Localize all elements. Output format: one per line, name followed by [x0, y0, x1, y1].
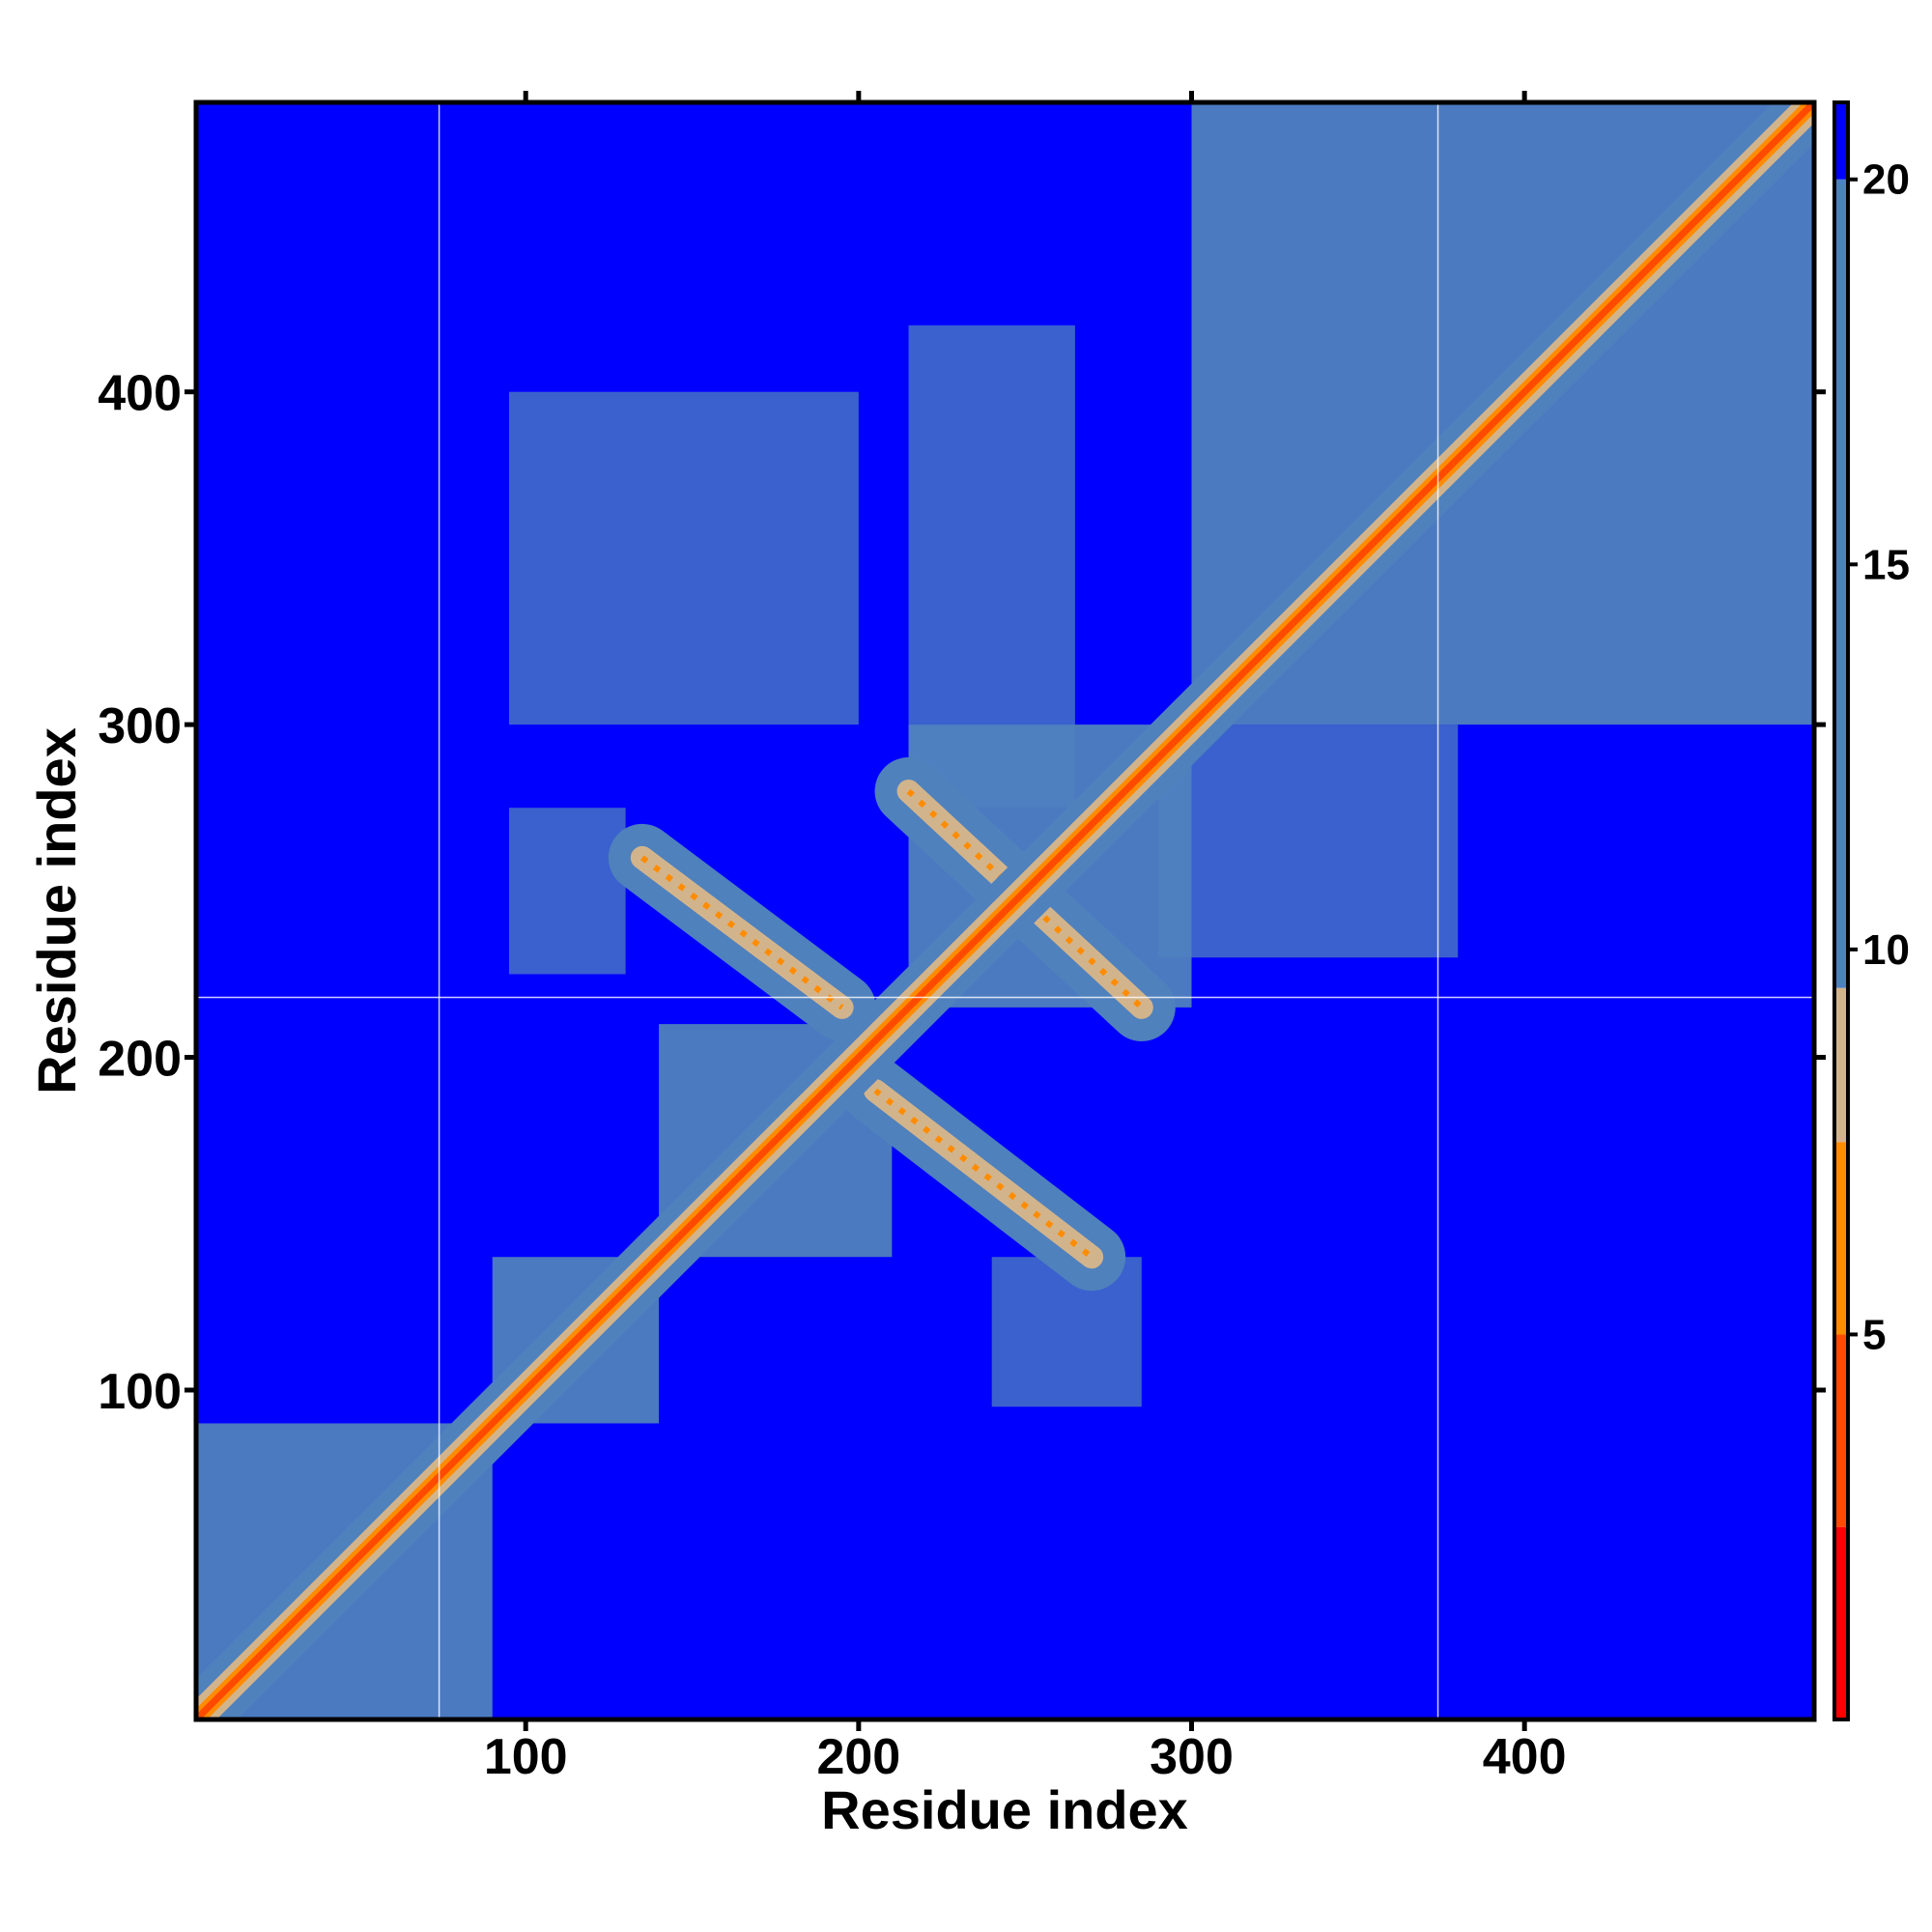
scatter-patches — [508, 325, 1459, 1407]
x-tick-label: 100 — [484, 1729, 568, 1785]
contact-patch — [508, 391, 859, 725]
x-tick-label: 300 — [1150, 1729, 1234, 1785]
colorbar-segment — [1834, 987, 1848, 1143]
plot-frame — [193, 99, 1817, 1722]
colorbar-ticks: 5 10 15 20 — [1848, 156, 1910, 1358]
colorbar-tick-label: 10 — [1862, 926, 1910, 974]
colorbar-tick-label: 15 — [1862, 541, 1910, 588]
contact-patch — [908, 325, 1075, 809]
y-tick-label: 100 — [98, 1364, 182, 1420]
colorbar-frame — [1833, 100, 1850, 1721]
cross-band-core — [640, 855, 844, 1010]
y-tick-label: 300 — [98, 698, 182, 754]
y-tick-label: 200 — [98, 1032, 182, 1088]
contact-patch — [508, 808, 626, 975]
x-tick-label: 400 — [1483, 1729, 1567, 1785]
x-axis-title: Residue index — [821, 1779, 1188, 1840]
reference-lines — [196, 102, 1814, 1719]
colorbar-segment — [1834, 102, 1848, 180]
colorbar-segment — [1834, 1334, 1848, 1527]
x-axis-ticks: 100 200 300 400 — [484, 91, 1567, 1785]
diagonal-band — [196, 102, 1814, 1719]
colorbar-segment — [1834, 179, 1848, 988]
y-tick-label: 400 — [98, 366, 182, 422]
colorbar-segment — [1834, 1526, 1848, 1719]
heatmap-area — [196, 102, 1814, 1719]
colorbar-segment — [1834, 1142, 1848, 1335]
y-axis-ticks: 100 200 300 400 — [98, 366, 1826, 1420]
colorbar: 5 10 15 20 — [1833, 100, 1910, 1721]
contact-patch — [1158, 724, 1459, 958]
diagonal-core — [196, 102, 1814, 1719]
y-axis-title: Residue index — [26, 727, 87, 1094]
colorbar-tick-label: 5 — [1862, 1311, 1886, 1358]
contact-patch — [991, 1257, 1142, 1407]
cross-band — [864, 1079, 1104, 1269]
colorbar-tick-label: 20 — [1862, 156, 1910, 204]
x-tick-label: 200 — [816, 1729, 900, 1785]
colorbar-gradient — [1834, 102, 1848, 1719]
